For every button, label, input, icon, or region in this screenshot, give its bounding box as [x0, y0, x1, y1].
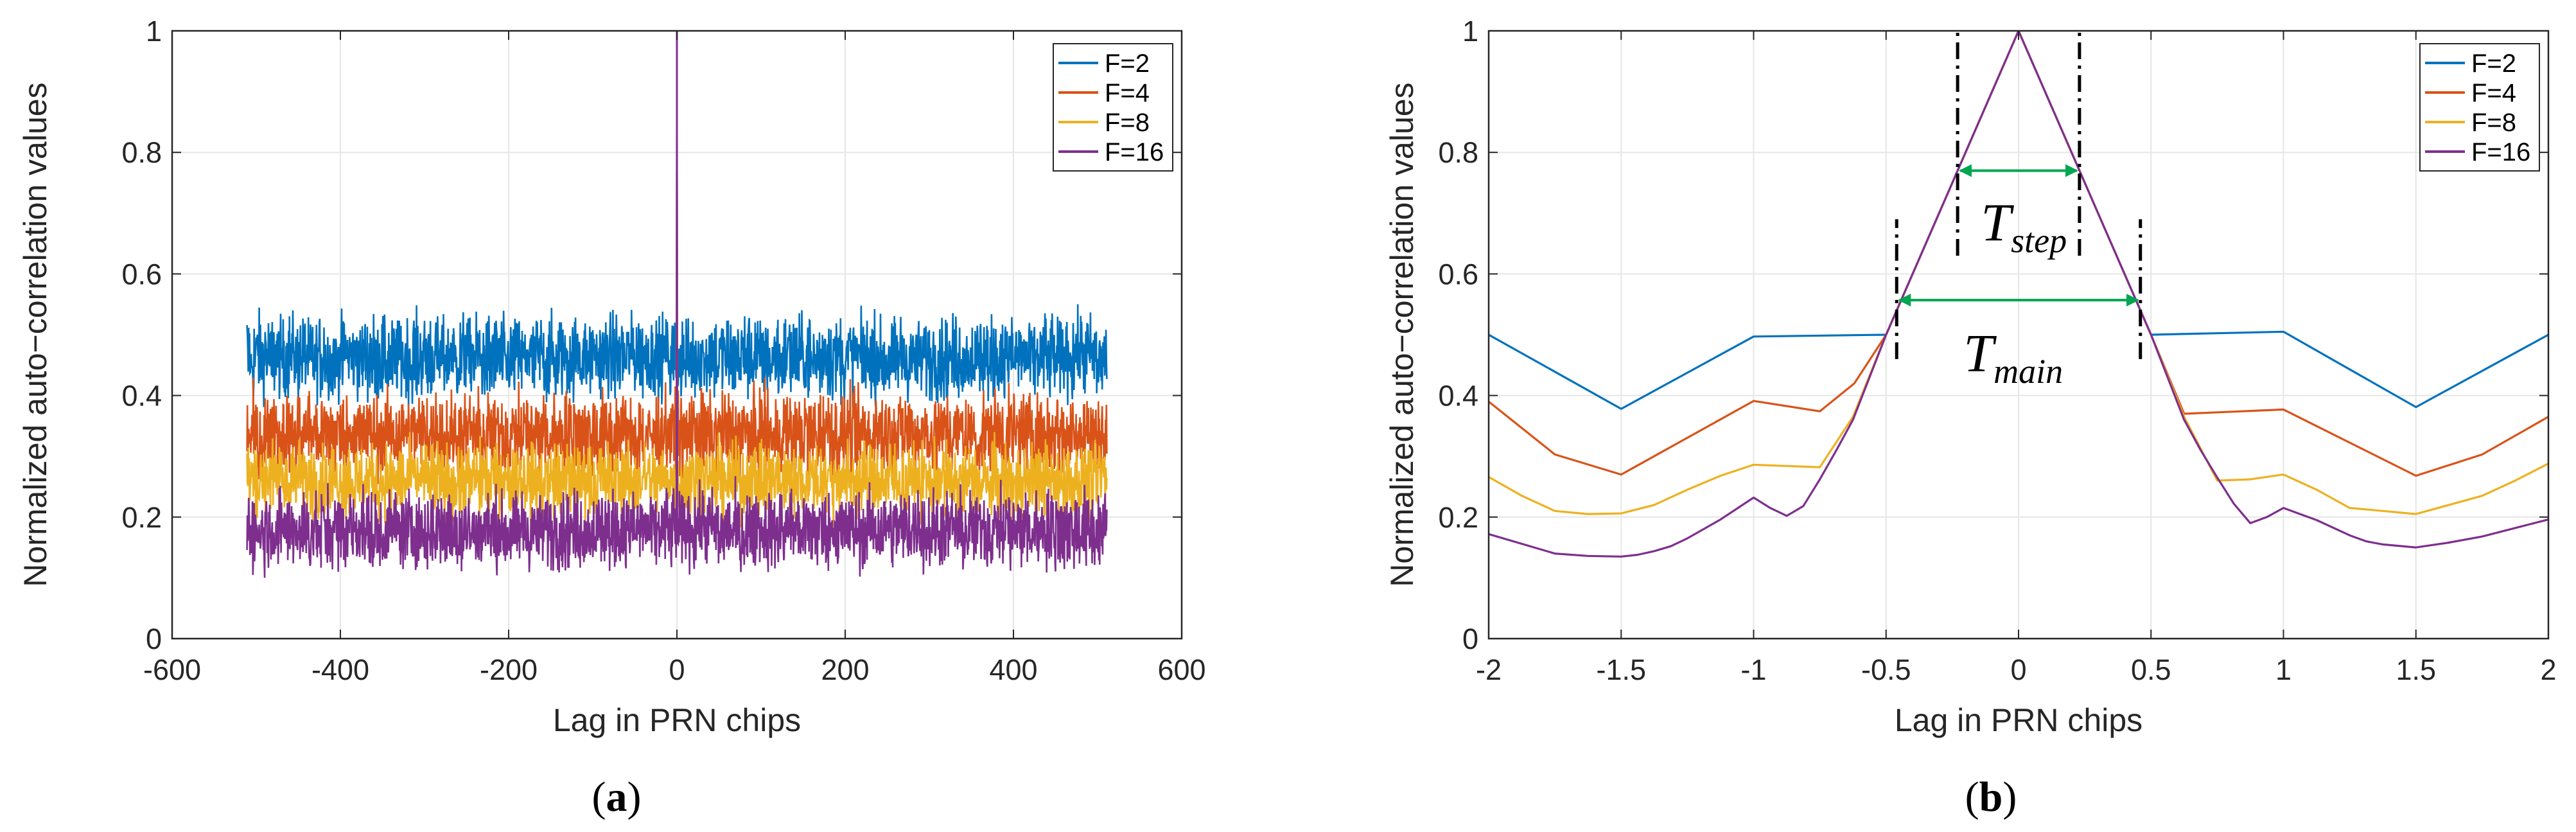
series-line-F=4 [246, 31, 1108, 487]
y-tick-label: 1 [146, 15, 162, 48]
t-step-label-main: T [1981, 193, 2014, 252]
x-tick-label: -0.5 [1861, 653, 1911, 686]
series-line-F=2 [1489, 31, 2548, 411]
y-tick-label: 0.4 [121, 380, 162, 412]
caption-b-letter: b [1979, 774, 2003, 820]
y-tick-label: 0.8 [1438, 136, 1478, 169]
legend-label: F=16 [1105, 138, 1164, 166]
caption-a-letter: a [606, 774, 627, 820]
ticks-b: -2 -1.5 -1 -0.5 0 0.5 1 1.5 2 0 0.2 0.4 0.6 0.8 1 [1438, 15, 2556, 686]
t-main-label: Tmain [1963, 324, 2063, 391]
y-tick-label: 0.2 [121, 501, 162, 534]
series-line-F=16 [1489, 31, 2548, 558]
x-tick-label: 0 [669, 653, 685, 686]
legend-b: F=2F=4F=8F=16 [2419, 43, 2540, 172]
y-axis-label-b: Normalized auto−correlation values [1384, 82, 1420, 587]
y-tick-label: 0 [1462, 623, 1478, 655]
t-main-label-subscript: main [1993, 352, 2063, 391]
legend-label: F=8 [2471, 109, 2516, 137]
legend-label: F=4 [2471, 79, 2516, 107]
x-tick-label: 400 [989, 653, 1037, 686]
x-tick-label: 2 [2540, 653, 2556, 686]
legend-a: F=2F=4F=8F=16 [1053, 43, 1173, 172]
legend-label: F=8 [1105, 109, 1150, 137]
y-tick-label: 1 [1462, 15, 1478, 48]
legend-label: F=4 [1105, 79, 1150, 107]
x-tick-label: 600 [1157, 653, 1205, 686]
y-tick-label: 0.4 [1438, 380, 1478, 412]
series-group-b [1489, 31, 2548, 558]
legend-label: F=2 [1105, 49, 1150, 78]
x-tick-label: 1.5 [2396, 653, 2436, 686]
ticks-a: -600 -400 -200 0 200 400 600 0 0.2 0.4 0.6 0.8 1 [121, 15, 1205, 686]
x-tick-label: -1 [1740, 653, 1766, 686]
y-axis-label-a: Normalized auto−correlation values [17, 82, 53, 587]
y-tick-label: 0.2 [1438, 501, 1478, 534]
legend-box [2419, 43, 2540, 172]
caption-a: (a) [592, 774, 642, 820]
legend-label: F=2 [2471, 49, 2516, 78]
x-tick-label: 0 [2010, 653, 2026, 686]
legend-label: F=16 [2471, 138, 2530, 166]
t-main-label-main: T [1963, 324, 1997, 384]
x-tick-label: 200 [821, 653, 869, 686]
x-tick-label: -400 [311, 653, 369, 686]
y-tick-label: 0 [146, 623, 162, 655]
x-tick-label: -2 [1476, 653, 1502, 686]
x-axis-label-a: Lag in PRN chips [553, 702, 801, 738]
series-line-F=8 [1489, 31, 2548, 515]
chart-panel-a: -600 -400 -200 0 200 400 600 0 0.2 0.4 0.6 0.8 1 Lag… [17, 15, 1206, 820]
t-step-label: Tstep [1981, 193, 2067, 260]
legend-box [1053, 43, 1173, 172]
y-tick-label: 0.8 [121, 136, 162, 169]
series-group-a [246, 31, 1108, 578]
x-tick-label: -200 [480, 653, 538, 686]
series-line-F=8 [246, 31, 1108, 529]
t-step-label-subscript: step [2011, 221, 2067, 260]
x-tick-label: -1.5 [1596, 653, 1646, 686]
y-tick-label: 0.6 [121, 258, 162, 290]
series-line-F=2 [246, 31, 1108, 408]
caption-b: (b) [1965, 774, 2017, 820]
y-tick-label: 0.6 [1438, 258, 1478, 290]
x-tick-label: 0.5 [2131, 653, 2171, 686]
x-axis-label-b: Lag in PRN chips [1895, 702, 2142, 738]
x-tick-label: 1 [2275, 653, 2291, 686]
x-tick-label: -600 [143, 653, 201, 686]
series-line-F=16 [246, 31, 1108, 578]
